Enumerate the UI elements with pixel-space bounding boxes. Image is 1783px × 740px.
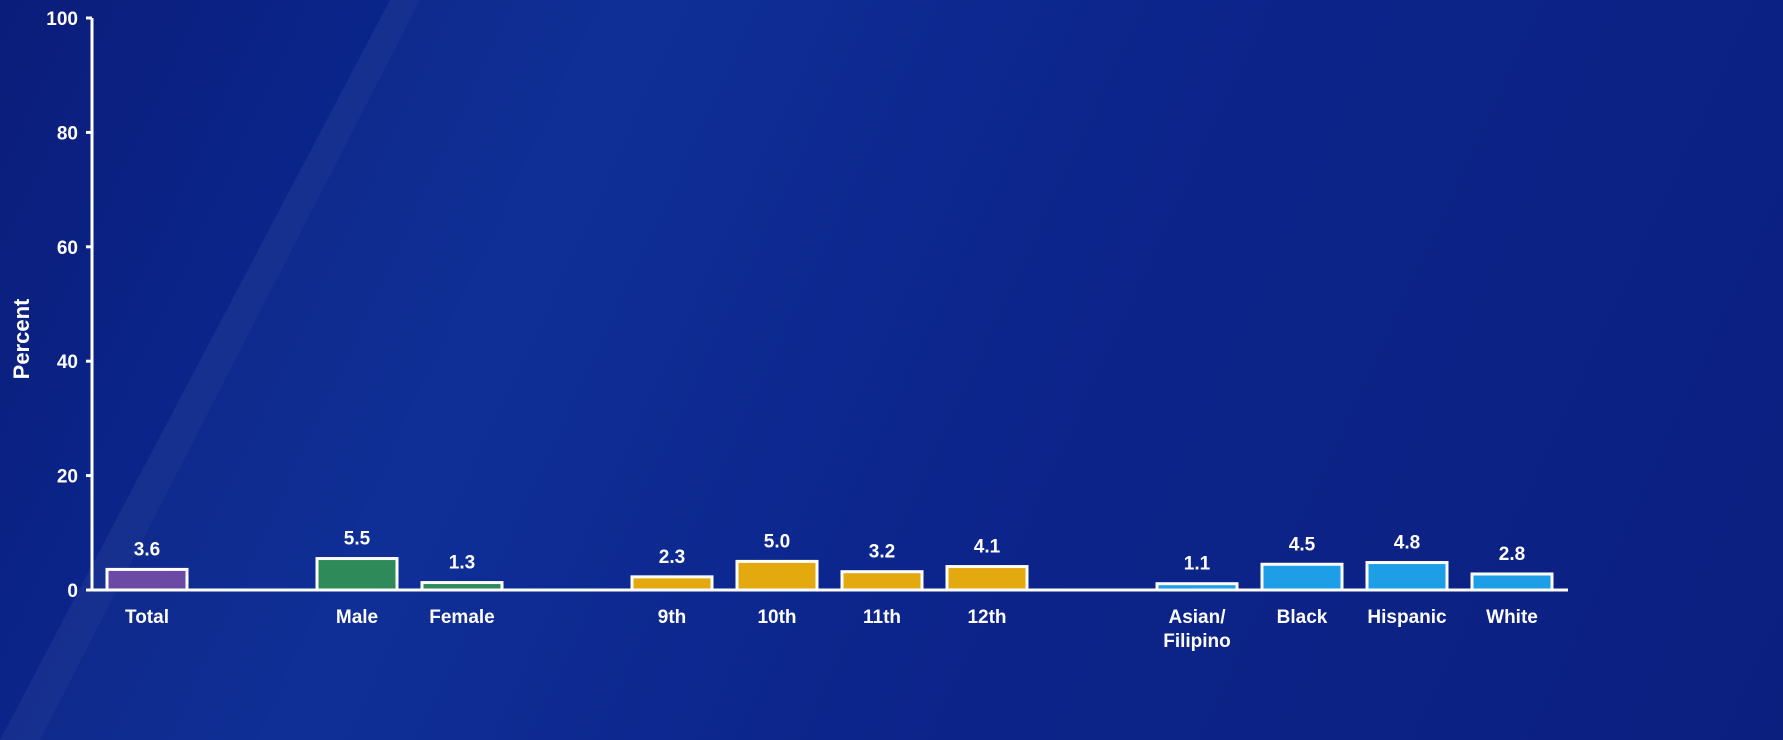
x-category-label: Male (336, 607, 378, 628)
x-category-label: 11th (863, 607, 901, 628)
x-category-label: 9th (658, 607, 687, 628)
x-axis-labels: Total Male Female 9th 10th 11th 12th Asian/Fili… (125, 607, 1538, 652)
y-tick-label: 40 (57, 352, 78, 373)
bar-value-label: 5.5 (344, 529, 371, 550)
y-tick-label: 80 (57, 123, 78, 144)
bar-value-label: 2.8 (1499, 544, 1525, 565)
x-category-label: Total (125, 607, 169, 628)
bar-value-label: 5.0 (764, 531, 790, 552)
bar (1365, 561, 1449, 592)
x-category-label: Female (429, 607, 494, 628)
y-tick-label: 100 (46, 9, 78, 30)
x-category-label: White (1486, 607, 1538, 628)
x-category-label: 10th (757, 607, 796, 628)
y-tick-label: 20 (57, 467, 78, 488)
bar-value-label: 2.3 (659, 547, 685, 568)
y-tick-label: 0 (67, 581, 78, 602)
bar (945, 565, 1029, 592)
bar (735, 559, 819, 592)
x-category-label: Asian/Filipino (1163, 607, 1231, 652)
bar (1260, 562, 1344, 592)
x-category-label: 12th (967, 607, 1006, 628)
bar-value-label: 4.1 (974, 537, 1001, 558)
bar (1155, 582, 1239, 592)
y-tick-label: 60 (57, 238, 78, 259)
bar-value-label: 1.3 (449, 553, 475, 574)
bar (420, 581, 504, 592)
bar-value-label: 4.8 (1394, 533, 1420, 554)
bar (840, 570, 924, 592)
y-axis: 0 20 40 60 80 100 (46, 9, 1568, 602)
x-category-label: Hispanic (1367, 607, 1447, 628)
bars: 3.6 5.5 1.3 2.3 5.0 3.2 4.1 1.1 4.5 4.8 2.8 (105, 529, 1554, 592)
bar (630, 575, 714, 592)
bar (315, 557, 399, 592)
bar-value-label: 3.6 (134, 539, 160, 560)
y-axis-title: Percent (9, 298, 34, 379)
bar-value-label: 1.1 (1184, 554, 1211, 575)
bar (1470, 572, 1554, 592)
bar-value-label: 4.5 (1289, 534, 1316, 555)
bar-value-label: 3.2 (869, 542, 895, 563)
bar (105, 567, 189, 592)
x-category-label: Black (1277, 607, 1328, 628)
